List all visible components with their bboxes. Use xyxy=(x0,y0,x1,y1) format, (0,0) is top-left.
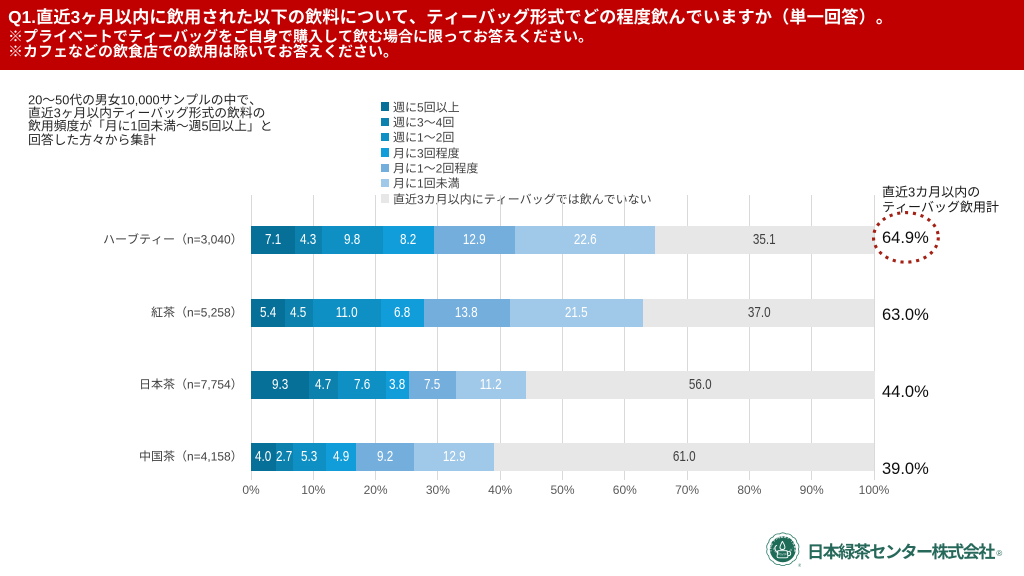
svg-text:®: ® xyxy=(798,562,801,568)
